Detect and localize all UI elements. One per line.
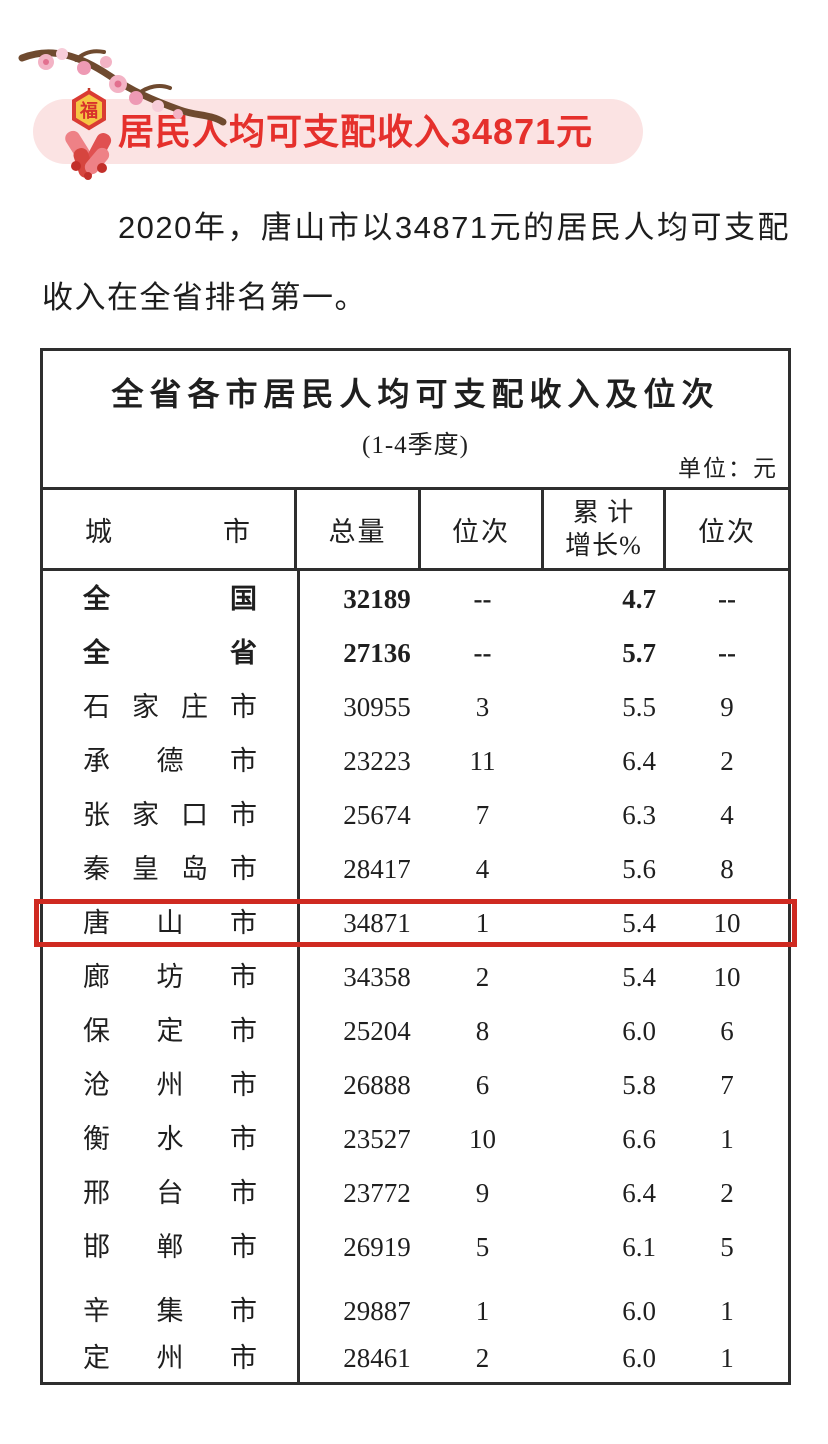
table-subtitle: (1-4季度) <box>362 432 469 459</box>
table-row: 承德市 23223 11 6.4 2 <box>83 746 734 776</box>
table-row-tangshan: 唐山市 34871 1 5.4 10 <box>34 896 797 950</box>
blossoms <box>38 48 183 119</box>
table-title: 全省各市居民人均可支配收入及位次 <box>111 376 720 412</box>
table-row: 秦皇岛市 28417 4 5.6 8 <box>83 854 734 884</box>
col-header-growth: 累 计 增长% <box>544 490 666 568</box>
col-header-growth-rank: 位次 <box>698 516 756 547</box>
table-row-national: 全国 32189 -- 4.7 -- <box>83 584 736 614</box>
headline-banner: 居民人均可支配收入34871元 <box>33 99 643 164</box>
firecrackers-icon <box>65 130 112 180</box>
income-table: 全省各市居民人均可支配收入及位次 (1-4季度) 单位：元 城市 总量 位次 累… <box>34 348 797 1385</box>
table-row: 邯郸市 26919 5 6.1 5 <box>83 1232 734 1262</box>
fu-character: 福 <box>79 100 98 121</box>
table-row: 张家口市 25674 7 6.3 4 <box>83 800 734 830</box>
intro-paragraph: 2020年，唐山市以34871元的居民人均可支配收入在全省排名第一。 <box>42 210 790 315</box>
fu-ornament: 福 <box>72 89 106 131</box>
col-header-total: 总量 <box>297 490 421 568</box>
unit-label: 单位：元 <box>678 456 778 481</box>
plum-blossom-decoration-icon: 福 <box>18 48 227 180</box>
table-row: 保定市 25204 8 6.0 6 <box>83 1016 734 1046</box>
table-row: 石家庄市 30955 3 5.5 9 <box>83 692 734 722</box>
table-row-dingzhou: 定州市 28461 2 6.0 1 <box>83 1343 734 1373</box>
table-row-xinji: 辛集市 29887 1 6.0 1 <box>83 1296 734 1326</box>
table-row: 衡水市 23527 10 6.6 1 <box>83 1124 734 1154</box>
table-title-area: 全省各市居民人均可支配收入及位次 (1-4季度) 单位：元 <box>43 351 788 487</box>
table-row: 邢台市 23772 9 6.4 2 <box>83 1178 734 1208</box>
table-header-row: 城市 总量 位次 累 计 增长% 位次 <box>43 487 788 571</box>
table-row: 廊坊市 34358 2 5.4 10 <box>83 962 741 992</box>
col-header-city: 城市 <box>43 490 297 568</box>
table-row-province: 全省 27136 -- 5.7 -- <box>83 638 736 668</box>
col-header-rank: 位次 <box>421 490 544 568</box>
table-row: 沧州市 26888 6 5.8 7 <box>83 1070 734 1100</box>
table-body: 全国 32189 -- 4.7 -- 全省 27136 -- 5.7 -- 石家… <box>34 571 797 1382</box>
